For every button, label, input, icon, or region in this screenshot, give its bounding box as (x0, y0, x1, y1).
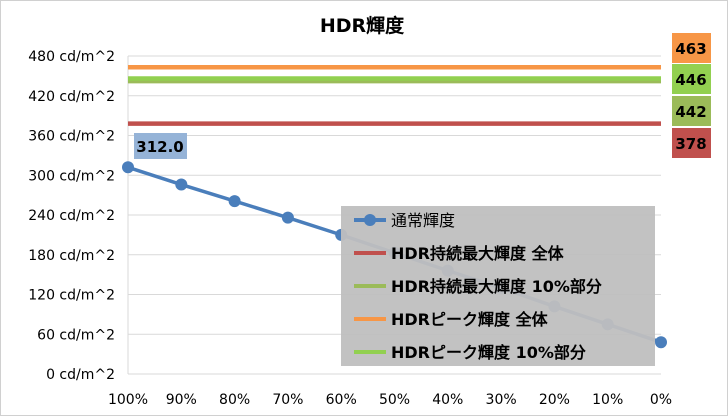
data-point (175, 178, 188, 191)
y-tick-label: 420 cd/m^2 (28, 89, 115, 105)
value-box-label: 446 (675, 71, 706, 89)
value-box (672, 128, 711, 158)
x-tick-label: 70% (272, 392, 303, 408)
chart-title: HDR輝度 (320, 14, 405, 37)
x-tick-label: 10% (592, 392, 623, 408)
x-tick-label: 0% (650, 392, 672, 408)
x-tick-label: 40% (432, 392, 463, 408)
value-box-label: 442 (675, 103, 706, 121)
y-tick-label: 180 cd/m^2 (28, 248, 115, 264)
legend-entry: HDR持続最大輝度 10%部分 (391, 277, 602, 296)
data-point (228, 195, 241, 208)
x-tick-label: 50% (379, 392, 410, 408)
x-tick-label: 20% (539, 392, 570, 408)
x-tick-label: 90% (166, 392, 197, 408)
value-box (672, 96, 711, 126)
data-label-box (134, 133, 187, 159)
y-tick-label: 60 cd/m^2 (37, 327, 115, 343)
y-tick-label: 120 cd/m^2 (28, 288, 115, 304)
value-box-label: 463 (675, 40, 706, 58)
x-tick-label: 100% (108, 392, 148, 408)
y-axis-ticks: 0 cd/m^2 60 cd/m^2 120 cd/m^2 180 cd/m^2 240… (28, 49, 115, 383)
y-tick-label: 240 cd/m^2 (28, 208, 115, 224)
value-box (672, 64, 711, 94)
x-tick-label: 60% (326, 392, 357, 408)
data-label-group: 312.0 (134, 133, 187, 159)
x-tick-label: 30% (486, 392, 517, 408)
legend-entry: HDR持続最大輝度 全体 (391, 244, 565, 263)
y-tick-label: 300 cd/m^2 (28, 168, 115, 184)
data-label: 312.0 (136, 138, 183, 156)
data-point (122, 161, 134, 174)
value-boxes: 463 446 442 378 (672, 33, 711, 158)
legend-entry: HDRピーク輝度 全体 (391, 310, 549, 329)
legend-entry: HDRピーク輝度 10%部分 (391, 343, 586, 362)
reference-lines (128, 65, 661, 126)
y-tick-label: 360 cd/m^2 (28, 129, 115, 145)
value-box (672, 33, 711, 63)
legend-entry: 通常輝度 (391, 211, 455, 230)
x-tick-label: 80% (219, 392, 250, 408)
legend-box (341, 206, 655, 366)
data-point (281, 211, 294, 224)
legend: 通常輝度 HDR持続最大輝度 全体 HDR持続最大輝度 10%部分 HDRピーク輝度 … (341, 206, 655, 366)
x-axis-ticks: 100% 90% 80% 70% 60% 50% 40% 30% 20% 10% 0% (108, 392, 672, 408)
legend-marker (364, 214, 376, 226)
value-box-label: 378 (675, 135, 706, 153)
y-tick-label: 0 cd/m^2 (46, 367, 115, 383)
y-tick-label: 480 cd/m^2 (28, 49, 115, 65)
data-point (655, 336, 667, 349)
